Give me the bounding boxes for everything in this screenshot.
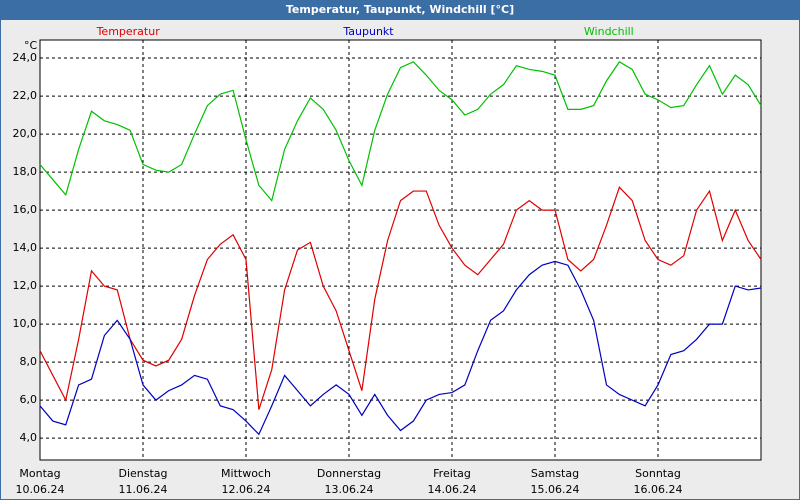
x-tick-date: 10.06.24: [16, 483, 65, 496]
legend-entry: Temperatur: [96, 25, 161, 38]
legend-entry: Taupunkt: [342, 25, 394, 38]
y-tick-label: 10,0: [13, 317, 38, 330]
x-tick-date: 11.06.24: [119, 483, 168, 496]
series-line: [39, 186, 762, 410]
chart-title: Temperatur, Taupunkt, Windchill [°C]: [286, 3, 514, 16]
title-bar: [0, 0, 800, 20]
y-tick-label: 22,0: [13, 89, 38, 102]
x-tick-date: 14.06.24: [428, 483, 477, 496]
x-tick-date: 13.06.24: [325, 483, 374, 496]
y-tick-label: 6,0: [20, 393, 38, 406]
y-axis-label: °C: [24, 39, 38, 52]
y-tick-label: 12,0: [13, 279, 38, 292]
x-tick-date: 15.06.24: [531, 483, 580, 496]
x-tick-label: Mittwoch: [221, 467, 271, 480]
x-tick-label: Montag: [19, 467, 60, 480]
x-tick-date: 12.06.24: [222, 483, 271, 496]
x-tick-label: Sonntag: [635, 467, 681, 480]
x-tick-label: Dienstag: [118, 467, 167, 480]
plot-area: [39, 39, 762, 461]
series-line: [39, 260, 762, 436]
y-tick-label: 20,0: [13, 127, 38, 140]
y-tick-label: 24,0: [13, 51, 38, 64]
y-tick-label: 16,0: [13, 203, 38, 216]
x-tick-date: 16.06.24: [634, 483, 683, 496]
x-tick-label: Donnerstag: [317, 467, 381, 480]
series-line: [39, 61, 762, 202]
x-tick-label: Freitag: [433, 467, 471, 480]
y-tick-label: 8,0: [20, 355, 38, 368]
y-tick-label: 4,0: [20, 431, 38, 444]
x-tick-label: Samstag: [531, 467, 579, 480]
y-tick-label: 14,0: [13, 241, 38, 254]
legend-entry: Windchill: [584, 25, 634, 38]
y-tick-label: 18,0: [13, 165, 38, 178]
